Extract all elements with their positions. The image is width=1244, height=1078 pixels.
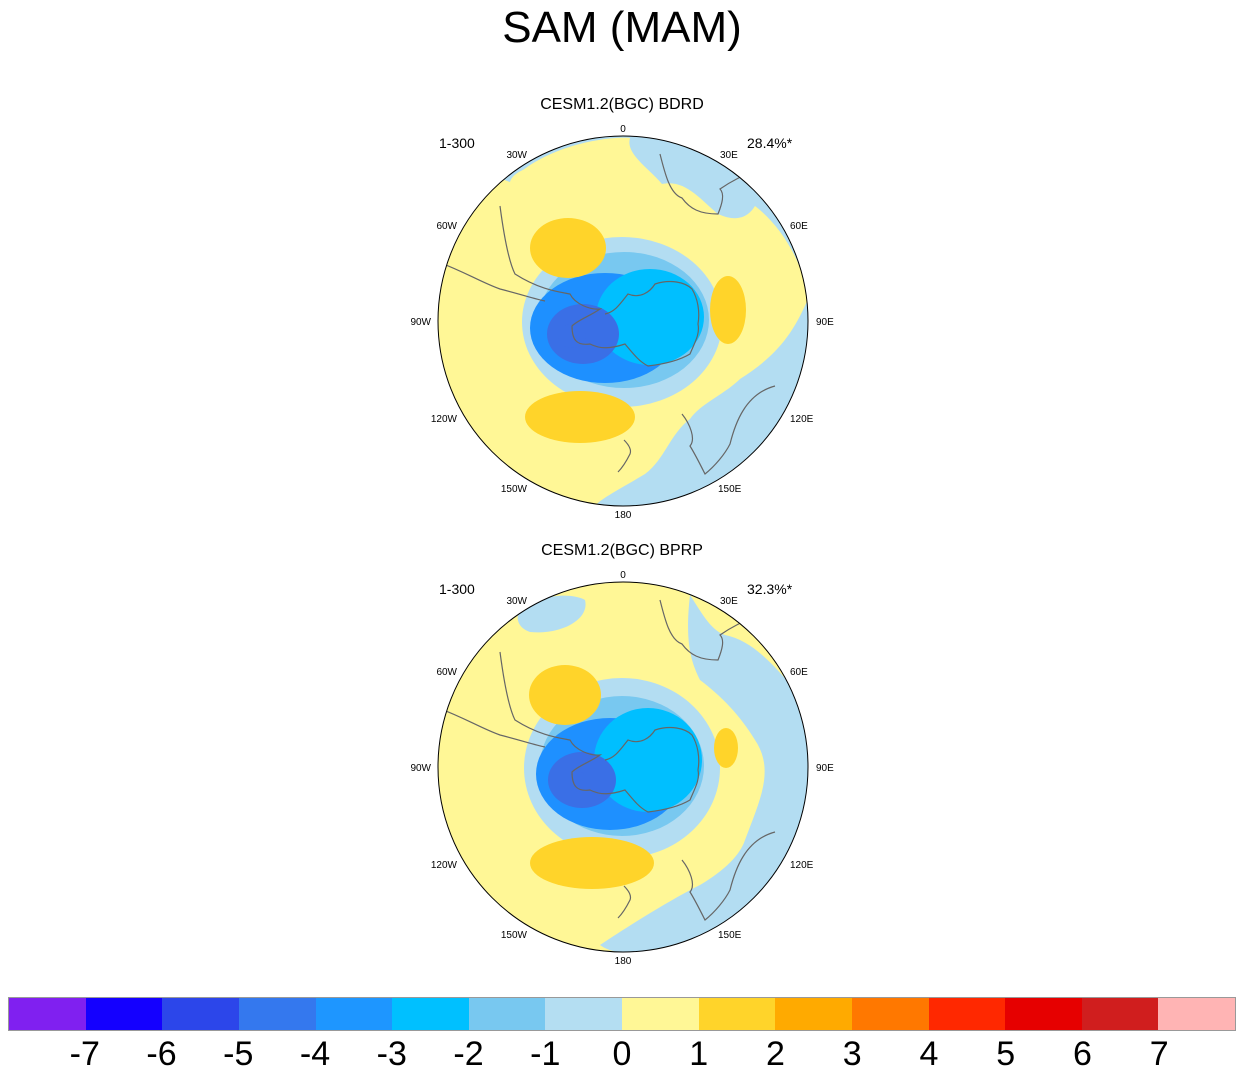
positive-field-3 xyxy=(530,218,606,278)
colorbar-box xyxy=(315,998,393,1030)
colorbar-box xyxy=(545,998,622,1030)
coastlines xyxy=(438,599,776,921)
colorbar-box xyxy=(1081,998,1159,1030)
svg-text:0: 0 xyxy=(620,570,626,581)
colorbar-box xyxy=(238,998,316,1030)
colorbar-tick-label: -5 xyxy=(223,1035,254,1073)
colorbar-box xyxy=(851,998,929,1030)
colorbar-box xyxy=(392,998,469,1030)
positive-field-3 xyxy=(714,728,738,768)
colorbar-tick-label: 0 xyxy=(612,1035,632,1073)
positive-field-4 xyxy=(530,837,654,889)
negative-field-2 xyxy=(600,595,808,952)
positive-field-5 xyxy=(525,391,635,443)
colorbar xyxy=(8,997,1236,1031)
colorbar-box xyxy=(775,998,852,1030)
positive-field-2 xyxy=(529,665,601,725)
colorbar-tick-label: -6 xyxy=(146,1035,177,1073)
map-frame xyxy=(437,135,809,507)
variance-label: 32.3%* xyxy=(747,581,793,597)
svg-text:0: 0 xyxy=(620,124,626,135)
polar-map: 0 30E 60E 90E 120E 150E 180 150W 120W 90… xyxy=(410,570,834,967)
negative-field-1 xyxy=(440,136,808,506)
svg-text:120W: 120W xyxy=(431,414,458,425)
positive-field-2 xyxy=(509,164,600,192)
panel-title: CESM1.2(BGC) BDRD xyxy=(540,96,704,113)
svg-text:30E: 30E xyxy=(720,150,738,161)
coastlines xyxy=(438,153,776,475)
negative-field-6 xyxy=(594,708,702,812)
colorbar-tick-label: 3 xyxy=(842,1035,862,1073)
longitude-labels: 0 30E 60E 90E 120E 150E 180 150W 120W 90… xyxy=(410,570,834,967)
colorbar-tick-label: 1 xyxy=(689,1035,709,1073)
svg-text:150W: 150W xyxy=(501,930,528,941)
svg-text:150W: 150W xyxy=(501,484,528,495)
negative-field-5 xyxy=(596,269,704,365)
map-panel-1: CESM1.2(BGC) BDRD 1-300 28.4%* xyxy=(400,94,844,534)
svg-text:120E: 120E xyxy=(790,860,814,871)
colorbar-box xyxy=(698,998,776,1030)
colorbar-box xyxy=(9,998,86,1030)
colorbar-tick-label: -7 xyxy=(69,1035,100,1073)
panel-title: CESM1.2(BGC) BPRP xyxy=(541,542,703,559)
svg-text:120E: 120E xyxy=(790,414,814,425)
svg-text:30W: 30W xyxy=(506,150,527,161)
colorbar-box xyxy=(162,998,239,1030)
colorbar-labels: -7 -6 -5 -4 -3 -2 -1 0 1 2 3 4 5 6 7 xyxy=(8,1034,1236,1078)
colorbar-tick-label: -2 xyxy=(453,1035,484,1073)
colorbar-box xyxy=(1158,998,1235,1030)
colorbar-tick-label: -3 xyxy=(376,1035,407,1073)
svg-text:90E: 90E xyxy=(816,763,834,774)
colorbar-tick-label: 2 xyxy=(766,1035,785,1073)
years-label: 1-300 xyxy=(439,581,475,597)
svg-text:60W: 60W xyxy=(436,667,457,678)
colorbar-box xyxy=(85,998,163,1030)
longitude-labels: 0 30E 60E 90E 120E 150E 180 150W 120W 90… xyxy=(410,124,834,521)
svg-text:90W: 90W xyxy=(410,763,431,774)
svg-text:60E: 60E xyxy=(790,221,808,232)
colorbar-box xyxy=(928,998,1006,1030)
svg-text:30E: 30E xyxy=(720,596,738,607)
colorbar-tick-label: -4 xyxy=(299,1035,331,1073)
map-panel-2: CESM1.2(BGC) BPRP 1-300 32.3%* xyxy=(400,540,844,980)
map-frame xyxy=(437,581,809,953)
colorbar-tick-label: 5 xyxy=(996,1035,1016,1073)
colorbar-box xyxy=(468,998,546,1030)
svg-text:60W: 60W xyxy=(436,221,457,232)
svg-text:150E: 150E xyxy=(718,484,742,495)
variance-label: 28.4%* xyxy=(747,135,793,151)
positive-field-4 xyxy=(710,276,746,344)
colorbar-box xyxy=(1005,998,1082,1030)
svg-text:180: 180 xyxy=(615,510,632,521)
colorbar-tick-label: -1 xyxy=(530,1035,561,1073)
figure-title: SAM (MAM) xyxy=(502,3,742,52)
colorbar-tick-label: 7 xyxy=(1149,1035,1169,1073)
svg-text:60E: 60E xyxy=(790,667,808,678)
colorbar-tick-label: 6 xyxy=(1073,1035,1092,1073)
svg-text:30W: 30W xyxy=(506,596,527,607)
svg-text:90W: 90W xyxy=(410,317,431,328)
years-label: 1-300 xyxy=(439,135,475,151)
polar-map: 0 30E 60E 90E 120E 150E 180 150W 120W 90… xyxy=(410,124,834,521)
colorbar-tick-label: 4 xyxy=(919,1035,939,1073)
svg-text:120W: 120W xyxy=(431,860,458,871)
svg-text:90E: 90E xyxy=(816,317,834,328)
svg-text:150E: 150E xyxy=(718,930,742,941)
svg-text:180: 180 xyxy=(615,956,632,967)
colorbar-box xyxy=(622,998,699,1030)
